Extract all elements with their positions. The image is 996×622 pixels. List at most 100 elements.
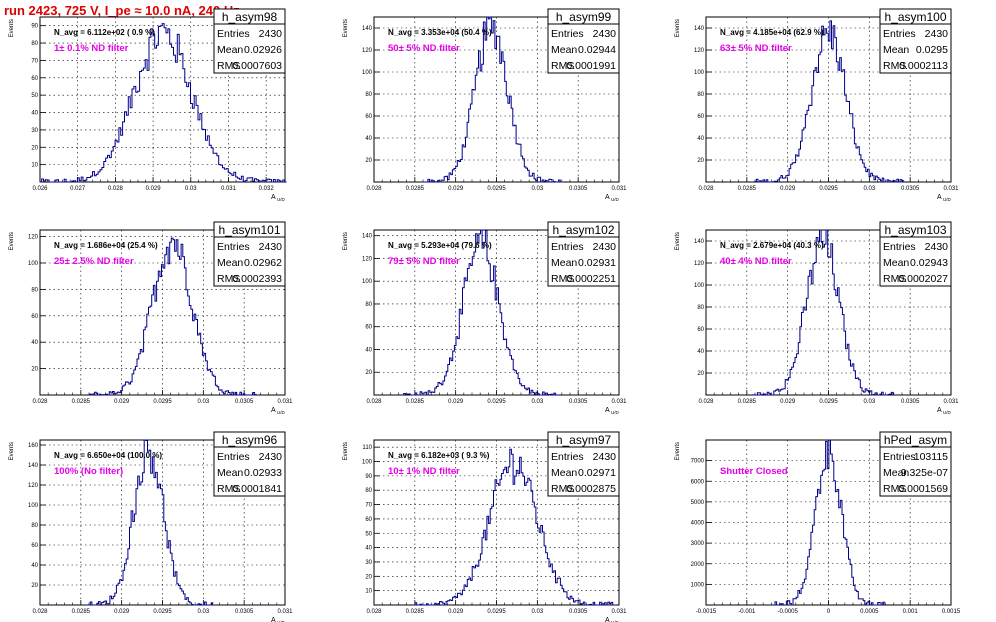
navg-label: N_avg = 3.353e+04 (50.4 %) (388, 28, 492, 37)
x-axis-label: A (605, 617, 610, 622)
y-tick-label: 120 (28, 235, 39, 241)
y-tick-label: 80 (31, 523, 38, 529)
histogram-name: h_asym96 (222, 433, 278, 447)
x-tick-label: 0.028 (366, 399, 382, 405)
x-axis-label: A (937, 194, 942, 201)
y-tick-label: 6000 (691, 479, 705, 485)
x-tick-label: 0.0295 (153, 609, 172, 615)
stats-label: RMS (217, 483, 240, 495)
histogram-panel-h_asym96: 0.028 0.0285 0.029 0.0295 0.03 0.0305 0.031 20 4… (9, 431, 293, 622)
y-axis-label: Events (675, 442, 681, 460)
x-tick-label: 0.0305 (901, 399, 920, 405)
stats-label: Entries (551, 451, 584, 463)
stats-label: Entries (883, 28, 916, 40)
y-tick-label: 20 (365, 158, 372, 164)
x-axis-label: A (271, 407, 276, 414)
y-tick-label: 140 (694, 26, 705, 32)
x-tick-label: 0.0285 (738, 186, 757, 192)
stats-box (547, 8, 620, 74)
stats-value: 0.0002875 (566, 483, 616, 495)
x-tick-label: 0.0015 (942, 609, 961, 615)
y-tick-label: 100 (362, 460, 373, 466)
x-tick-label: 0.0285 (406, 609, 425, 615)
stats-value: 9.325e-07 (901, 467, 948, 479)
y-tick-label: 30 (365, 560, 372, 566)
x-axis-label-subscript: U/D (611, 410, 620, 415)
y-tick-label: 60 (365, 114, 372, 120)
x-axis-label-subscript: U/D (943, 197, 952, 202)
histogram-line (773, 439, 886, 606)
x-tick-label: 0.001 (903, 609, 919, 615)
stats-box (213, 431, 286, 497)
run-title: run 2423, 725 V, I_pe ≈ 10.0 nA, 240 Hz (4, 3, 240, 18)
x-tick-label: 0.031 (277, 399, 293, 405)
y-tick-label: 140 (362, 26, 373, 32)
x-axis-label-subscript: U/D (277, 410, 286, 415)
y-tick-label: 20 (365, 574, 372, 580)
stats-value: 103115 (914, 451, 948, 463)
y-tick-label: 80 (365, 488, 372, 494)
y-tick-label: 100 (694, 70, 705, 76)
x-tick-label: 0.031 (611, 399, 627, 405)
y-tick-label: 4000 (691, 521, 705, 527)
y-axis-label: Events (9, 19, 15, 37)
stats-value: 0.02926 (244, 44, 282, 56)
histogram-line (88, 237, 258, 396)
y-tick-label: 20 (697, 158, 704, 164)
x-tick-label: 0.031 (943, 399, 959, 405)
stats-value: 0.02931 (578, 257, 616, 269)
stats-value: 0.0002251 (566, 273, 616, 285)
y-tick-label: 3000 (691, 541, 705, 547)
navg-label: N_avg = 6.650e+04 (100.0 %) (54, 451, 162, 460)
y-tick-label: 100 (362, 70, 373, 76)
stats-label: Mean (551, 467, 577, 479)
filter-label: 50± 5% ND filter (388, 43, 460, 54)
y-tick-label: 20 (31, 145, 38, 151)
navg-label: N_avg = 6.112e+02 ( 0.9 %) (54, 28, 155, 37)
stats-label: Entries (883, 451, 916, 463)
stats-label: RMS (551, 483, 574, 495)
histogram-name: h_asym99 (556, 10, 612, 24)
histogram-line (411, 448, 616, 606)
y-tick-label: 40 (31, 111, 38, 117)
x-tick-label: 0.028 (32, 609, 48, 615)
stats-value: 0.0001569 (898, 483, 948, 495)
x-tick-label: -0.0005 (777, 609, 798, 615)
y-tick-label: 50 (31, 93, 38, 99)
y-axis-label: Events (675, 232, 681, 250)
x-tick-label: 0.0305 (569, 399, 588, 405)
filter-label: 79± 5% ND filter (388, 256, 460, 267)
stats-value: 0.0295 (916, 44, 948, 56)
stats-box (547, 221, 620, 287)
stats-value: 0.02971 (578, 467, 616, 479)
x-tick-label: 0.0305 (235, 399, 254, 405)
histogram-name: h_asym98 (222, 10, 278, 24)
x-tick-label: 0.028 (366, 609, 382, 615)
histogram-line (421, 16, 564, 183)
stats-label: RMS (551, 273, 574, 285)
x-tick-label: 0.03 (185, 186, 197, 192)
x-tick-label: 0.031 (943, 186, 959, 192)
x-tick-label: -0.001 (738, 609, 756, 615)
stats-box (213, 221, 286, 287)
histogram-panel-h_asym100: 0.028 0.0285 0.029 0.0295 0.03 0.0305 0.031 20 4… (675, 8, 959, 202)
stats-label: RMS (883, 273, 906, 285)
histogram-name: h_asym103 (884, 223, 946, 237)
y-tick-label: 140 (694, 239, 705, 245)
x-tick-label: 0.029 (114, 609, 130, 615)
plot-frame (39, 16, 286, 183)
y-tick-label: 60 (365, 517, 372, 523)
y-tick-label: 60 (697, 114, 704, 120)
stats-value: 2430 (593, 241, 617, 253)
x-axis-label-subscript: U/D (943, 410, 952, 415)
y-tick-label: 60 (31, 314, 38, 320)
stats-label: RMS (217, 60, 240, 72)
y-tick-label: 40 (365, 136, 372, 142)
x-tick-label: 0.03 (531, 399, 543, 405)
y-axis-label: Events (9, 442, 15, 460)
y-tick-label: 60 (31, 543, 38, 549)
stats-value: 0.0002393 (232, 273, 282, 285)
x-tick-label: 0.029 (780, 399, 796, 405)
x-axis-label: A (271, 617, 276, 622)
filter-label: 63± 5% ND filter (720, 43, 792, 54)
